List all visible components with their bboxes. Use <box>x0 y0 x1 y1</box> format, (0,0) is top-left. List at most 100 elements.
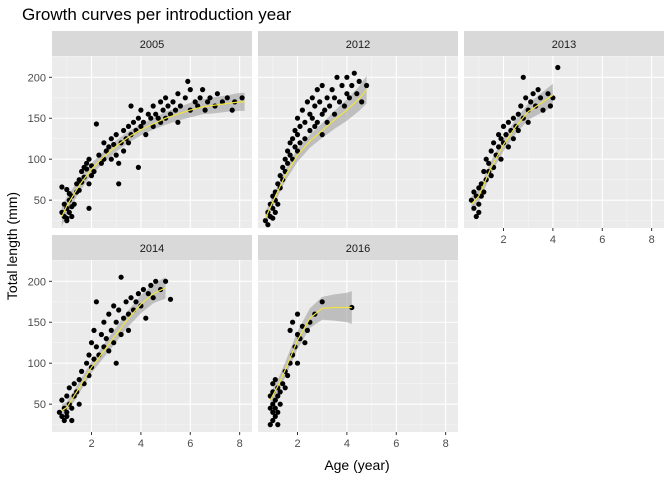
data-point <box>294 331 301 338</box>
data-point <box>167 111 174 117</box>
data-point <box>140 286 146 293</box>
y-tick-label: 100 <box>28 154 46 166</box>
data-point <box>329 87 335 93</box>
facet-strip-label: 2012 <box>346 39 370 51</box>
data-point <box>64 393 70 399</box>
data-point <box>106 311 112 317</box>
data-point <box>125 123 132 129</box>
data-point <box>69 417 75 424</box>
data-point <box>229 107 235 113</box>
facet-strip <box>258 31 458 56</box>
data-point <box>91 168 97 175</box>
data-point <box>523 95 529 101</box>
data-point <box>116 307 122 313</box>
data-point <box>69 405 75 411</box>
data-point <box>158 99 164 105</box>
data-point <box>478 181 484 187</box>
data-point <box>170 99 176 105</box>
data-point <box>272 413 278 419</box>
data-point <box>76 377 82 383</box>
data-point <box>287 327 293 333</box>
panel-plot-area <box>468 64 561 220</box>
data-point <box>324 95 330 101</box>
data-point <box>270 193 276 199</box>
data-point <box>121 315 127 321</box>
smooth-line <box>470 94 554 205</box>
data-point <box>116 160 122 166</box>
data-point <box>103 148 109 154</box>
data-point <box>207 95 213 101</box>
data-point <box>356 78 362 84</box>
data-point <box>275 393 281 399</box>
data-point <box>307 127 313 134</box>
data-point <box>128 103 134 109</box>
data-point <box>103 336 109 342</box>
data-point <box>86 205 92 211</box>
data-point <box>86 156 92 162</box>
data-point <box>79 368 85 374</box>
data-point <box>299 323 305 329</box>
data-point <box>143 315 149 321</box>
data-point <box>150 295 156 301</box>
data-point <box>471 189 477 195</box>
data-point <box>64 409 70 415</box>
data-point <box>101 140 107 146</box>
panel-background <box>464 56 664 228</box>
data-point <box>498 136 504 142</box>
data-point <box>277 401 283 407</box>
data-point <box>111 303 117 309</box>
data-point <box>294 148 301 154</box>
data-point <box>294 115 301 121</box>
data-point <box>81 174 87 180</box>
data-point <box>282 156 288 162</box>
data-point <box>344 91 350 97</box>
data-point <box>528 99 534 105</box>
data-point <box>331 95 338 101</box>
data-point <box>275 181 281 187</box>
data-point <box>84 166 90 172</box>
data-point <box>118 274 124 280</box>
data-point <box>285 372 291 379</box>
x-tick-label: 2 <box>294 438 300 450</box>
data-point <box>121 148 127 154</box>
panel-plot-area <box>56 274 174 424</box>
facet-strip-label: 2005 <box>140 39 164 51</box>
facet-strip-label: 2013 <box>552 39 576 51</box>
y-tick-label: 50 <box>34 195 46 207</box>
data-point <box>106 144 112 150</box>
data-point <box>163 95 169 101</box>
x-tick-label: 8 <box>237 438 243 450</box>
x-tick-label: 8 <box>649 234 655 246</box>
data-point <box>64 186 70 193</box>
data-point <box>88 340 95 346</box>
data-point <box>520 74 526 80</box>
data-point <box>349 82 355 89</box>
data-point <box>125 140 132 146</box>
data-point <box>175 91 181 97</box>
data-point <box>540 107 546 113</box>
data-point <box>56 409 63 415</box>
data-point <box>167 296 174 302</box>
data-point <box>267 422 273 428</box>
data-point <box>505 144 511 150</box>
data-point <box>336 99 343 105</box>
data-point <box>277 173 283 179</box>
data-point <box>143 132 149 138</box>
data-point <box>101 344 107 350</box>
data-point <box>309 95 315 101</box>
data-point <box>327 103 333 109</box>
data-point <box>64 218 70 224</box>
confidence-ribbon <box>61 277 166 418</box>
data-point <box>285 148 291 154</box>
data-point <box>76 187 82 193</box>
facet-strip-label: 2014 <box>140 243 164 255</box>
data-point <box>163 278 169 284</box>
data-point <box>547 103 554 109</box>
data-point <box>125 327 132 333</box>
data-point <box>555 64 561 71</box>
data-point <box>138 123 144 129</box>
data-point <box>510 136 516 142</box>
data-point <box>359 99 365 105</box>
data-point <box>294 132 301 138</box>
